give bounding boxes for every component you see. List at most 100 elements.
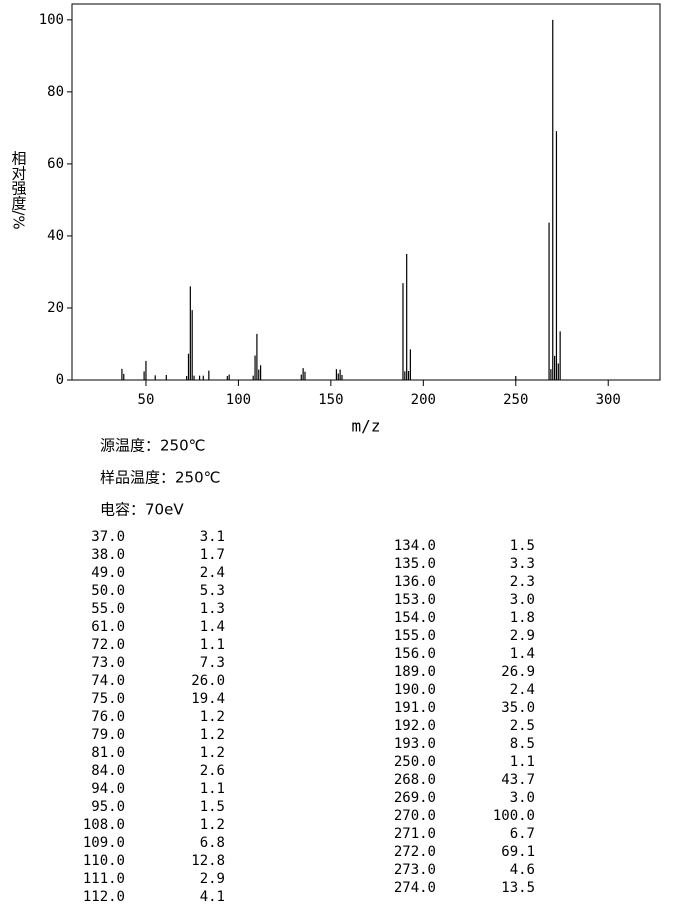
table-intensity: 2.9 — [510, 628, 535, 644]
peak — [302, 368, 304, 380]
table-intensity: 1.3 — [200, 601, 225, 617]
table-mz: 273.0 — [394, 862, 436, 878]
table-intensity: 26.9 — [501, 664, 535, 680]
table-mz: 136.0 — [394, 574, 436, 590]
table-mz: 270.0 — [394, 808, 436, 824]
table-intensity: 100.0 — [493, 808, 535, 824]
table-mz: 72.0 — [91, 637, 125, 653]
table-intensity: 19.4 — [191, 691, 225, 707]
peak — [258, 369, 260, 380]
table-mz: 134.0 — [394, 538, 436, 554]
peak — [202, 375, 204, 380]
table-intensity: 1.5 — [200, 799, 225, 815]
table-mz: 49.0 — [91, 565, 125, 581]
table-mz: 192.0 — [394, 718, 436, 734]
peak — [254, 355, 256, 380]
table-intensity: 1.8 — [510, 610, 535, 626]
table-intensity: 1.1 — [510, 754, 535, 770]
table-mz: 154.0 — [394, 610, 436, 626]
table-mz: 250.0 — [394, 754, 436, 770]
table-intensity: 7.3 — [200, 655, 225, 671]
table-intensity: 5.3 — [200, 583, 225, 599]
table-mz: 189.0 — [394, 664, 436, 680]
table-intensity: 2.9 — [200, 871, 225, 887]
table-intensity: 4.6 — [510, 862, 535, 878]
table-mz: 268.0 — [394, 772, 436, 788]
note: 电容：70eV — [100, 501, 184, 519]
table-intensity: 3.1 — [200, 529, 225, 545]
x-tick-label: 50 — [138, 392, 155, 408]
table-intensity: 1.7 — [200, 547, 225, 563]
y-tick-label: 100 — [39, 12, 64, 28]
peak — [198, 375, 201, 380]
table-mz: 94.0 — [91, 781, 125, 797]
table-intensity: 1.1 — [200, 637, 225, 653]
x-axis-label: m/z — [352, 417, 381, 436]
table-intensity: 69.1 — [501, 844, 535, 860]
peak — [548, 222, 550, 380]
table-mz: 110.0 — [83, 853, 125, 869]
peak — [228, 374, 230, 380]
peak — [300, 374, 302, 380]
table-intensity: 3.0 — [510, 790, 535, 806]
table-intensity: 1.4 — [510, 646, 535, 662]
x-tick-label: 100 — [226, 392, 251, 408]
table-mz: 274.0 — [394, 880, 436, 896]
table-intensity: 35.0 — [501, 700, 535, 716]
table-intensity: 2.4 — [510, 682, 535, 698]
table-mz: 135.0 — [394, 556, 436, 572]
peak — [550, 369, 552, 380]
table-intensity: 3.3 — [510, 556, 535, 572]
table-mz: 79.0 — [91, 727, 125, 743]
table-intensity: 1.5 — [510, 538, 535, 554]
table-mz: 155.0 — [394, 628, 436, 644]
y-tick-label: 80 — [47, 84, 64, 100]
peak — [559, 331, 561, 380]
peak — [256, 333, 258, 380]
table-intensity: 1.1 — [200, 781, 225, 797]
table-mz: 95.0 — [91, 799, 125, 815]
peak — [123, 373, 125, 380]
table-mz: 55.0 — [91, 601, 125, 617]
x-tick-label: 150 — [318, 392, 343, 408]
y-tick-label: 40 — [47, 228, 64, 244]
x-tick-label: 250 — [503, 392, 528, 408]
x-tick-label: 200 — [411, 392, 436, 408]
peak — [226, 376, 228, 380]
table-mz: 37.0 — [91, 529, 125, 545]
table-mz: 191.0 — [394, 700, 436, 716]
y-tick-label: 0 — [56, 372, 64, 388]
peak — [402, 283, 404, 380]
table-intensity: 1.2 — [200, 727, 225, 743]
table-intensity: 6.7 — [510, 826, 535, 842]
table-intensity: 6.8 — [200, 835, 225, 851]
y-tick-label: 60 — [47, 156, 64, 172]
table-intensity: 2.6 — [200, 763, 225, 779]
table-intensity: 43.7 — [501, 772, 535, 788]
peak — [145, 360, 147, 380]
peak — [187, 353, 190, 380]
peak — [260, 365, 262, 380]
peak — [121, 368, 123, 380]
peak — [339, 369, 341, 380]
peak — [304, 371, 306, 380]
peak — [252, 375, 254, 380]
table-mz: 74.0 — [91, 673, 125, 689]
peak — [191, 310, 193, 380]
table-mz: 190.0 — [394, 682, 436, 698]
y-axis-label: 相对强度/% — [10, 150, 28, 229]
x-tick-label: 300 — [596, 392, 621, 408]
table-mz: 75.0 — [91, 691, 125, 707]
table-intensity: 12.8 — [191, 853, 225, 869]
peak — [165, 374, 167, 380]
table-mz: 109.0 — [83, 835, 125, 851]
table-intensity: 1.2 — [200, 745, 225, 761]
table-intensity: 2.4 — [200, 565, 225, 581]
peak — [143, 371, 145, 380]
peak — [337, 373, 339, 380]
table-mz: 38.0 — [91, 547, 125, 563]
table-mz: 61.0 — [91, 619, 125, 635]
plot-frame — [71, 3, 661, 381]
table-mz: 84.0 — [91, 763, 125, 779]
